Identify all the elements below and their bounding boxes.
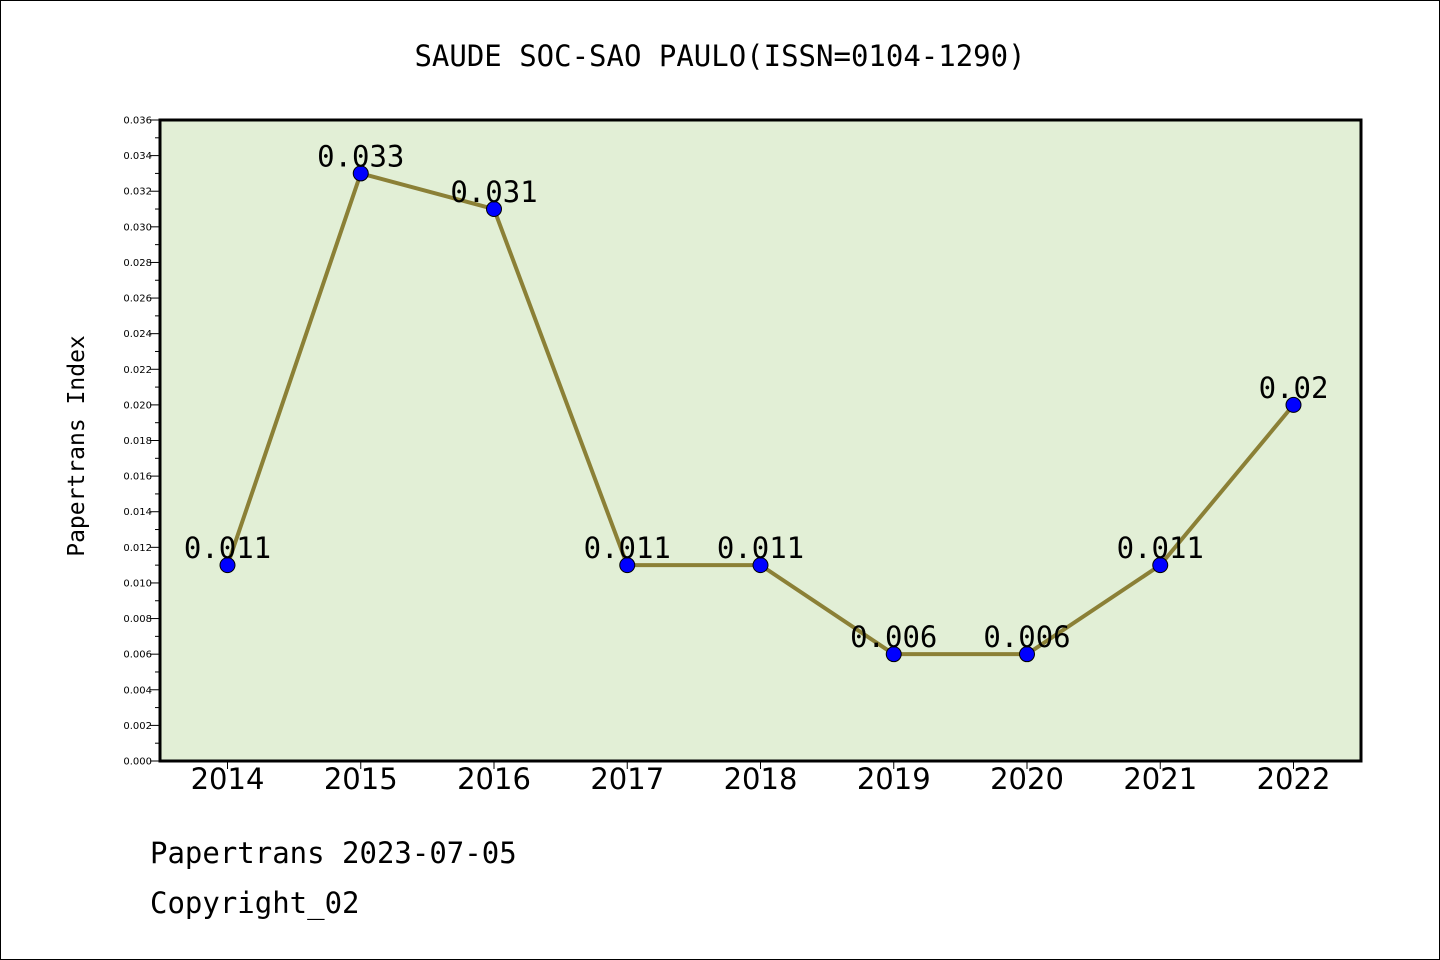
y-tick-label: 0.010	[123, 578, 152, 589]
data-label: 0.011	[1117, 531, 1204, 565]
x-tick-label: 2018	[724, 762, 798, 796]
data-label: 0.006	[850, 620, 937, 654]
data-point	[1152, 557, 1169, 574]
y-axis-label: Papertrans Index	[64, 335, 90, 557]
y-tick-label: 0.028	[123, 258, 152, 269]
x-tick-label: 2022	[1257, 762, 1331, 796]
x-tick-label: 2016	[457, 762, 531, 796]
data-label: 0.033	[317, 139, 404, 173]
y-tick-label: 0.004	[123, 685, 152, 696]
data-point	[885, 646, 902, 663]
y-tick-label: 0.022	[123, 365, 152, 376]
data-point	[1019, 646, 1035, 663]
x-axis: 2014 2015 2016 2017 2018 2019 2020 2021 2022	[191, 761, 1331, 796]
y-tick-label: 0.000	[123, 757, 152, 768]
x-tick-label: 2014	[191, 762, 265, 796]
chart-title: SAUDE SOC-SAO PAULO(ISSN=0104-1290)	[414, 39, 1025, 73]
data-labels: 0.011 0.033 0.031 0.011 0.011 0.006 0.006 0.011…	[184, 139, 1329, 654]
x-tick-label: 2019	[857, 762, 931, 796]
y-tick-label: 0.020	[123, 400, 152, 411]
x-tick-label: 2015	[324, 762, 398, 796]
x-tick-label: 2021	[1123, 762, 1197, 796]
y-tick-label: 0.008	[123, 614, 152, 625]
data-point	[619, 557, 636, 574]
y-tick-label: 0.006	[123, 650, 152, 661]
y-axis: 0.000 0.002 0.004 0.006 0.008 0.010 0.012 0.014…	[123, 116, 160, 768]
y-tick-label: 0.036	[123, 116, 152, 127]
y-tick-label: 0.016	[123, 472, 152, 483]
data-point	[219, 557, 236, 574]
y-tick-label: 0.018	[123, 436, 152, 447]
footer-copyright: Copyright_02	[150, 886, 360, 920]
y-tick-label: 0.034	[123, 151, 152, 162]
data-label: 0.011	[184, 531, 271, 565]
y-tick-label: 0.014	[123, 507, 152, 518]
y-tick-label: 0.024	[123, 329, 152, 340]
data-point	[1285, 396, 1302, 413]
data-point	[352, 165, 369, 182]
data-label: 0.031	[450, 175, 537, 209]
data-label: 0.011	[584, 531, 671, 565]
plot-area	[158, 118, 1363, 763]
data-label: 0.011	[717, 531, 804, 565]
y-tick-label: 0.032	[123, 187, 152, 198]
footer-date: Papertrans 2023-07-05	[150, 836, 517, 870]
data-point	[486, 201, 502, 218]
x-tick-label: 2020	[990, 762, 1064, 796]
data-label: 0.006	[983, 620, 1070, 654]
y-tick-label: 0.002	[123, 721, 152, 732]
x-tick-label: 2017	[590, 762, 664, 796]
data-point	[752, 557, 769, 574]
y-tick-label: 0.012	[123, 543, 152, 554]
data-label: 0.02	[1259, 371, 1329, 405]
data-points	[219, 165, 1302, 663]
y-tick-label: 0.030	[123, 222, 152, 233]
y-tick-label: 0.026	[123, 294, 152, 305]
